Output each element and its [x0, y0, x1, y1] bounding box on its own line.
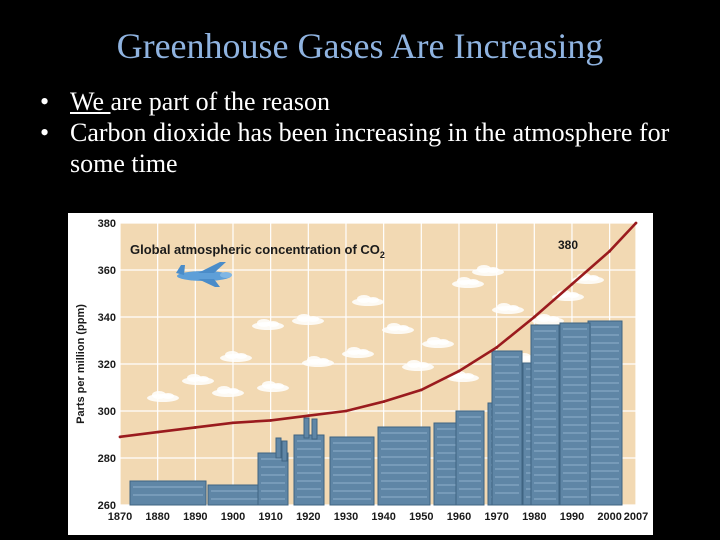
cloud-icon — [552, 290, 584, 301]
data-point — [231, 421, 235, 425]
y-tick-label: 260 — [98, 500, 116, 512]
cloud-icon — [422, 337, 454, 348]
data-point — [306, 414, 310, 418]
y-tick-label: 300 — [98, 406, 116, 418]
chimney-icon — [303, 417, 310, 439]
x-tick-label: 1920 — [296, 511, 320, 523]
cloud-icon — [382, 323, 414, 334]
co2-chart-svg: 260 280 300 320 340 360 380 1870 1880 1890 1900 19… — [75, 218, 648, 523]
x-tick-label: 1970 — [484, 511, 508, 523]
chimney-icon — [281, 440, 288, 462]
co2-chart: 260 280 300 320 340 360 380 1870 1880 1890 1900 19… — [68, 213, 653, 535]
x-tick-label: 1900 — [221, 511, 245, 523]
data-points — [118, 221, 638, 439]
chimney-icon — [311, 418, 318, 440]
cloud-icon — [220, 351, 252, 362]
x-tick-label: 2007 — [624, 511, 648, 523]
bullet-marker: • — [40, 87, 50, 116]
x-tick-label: 1910 — [258, 511, 282, 523]
x-tick-label: 1890 — [183, 511, 207, 523]
cloud-icon — [147, 391, 179, 402]
chart-title-subscript: 2 — [380, 250, 385, 260]
y-tick-label: 360 — [98, 265, 116, 277]
slide-title: Greenhouse Gases Are Increasing — [116, 26, 604, 66]
cloud-icon — [492, 303, 524, 314]
cloud-icon — [212, 386, 244, 397]
cloud-icon — [532, 314, 564, 325]
data-point — [269, 419, 273, 422]
data-point — [118, 435, 122, 439]
bullet-list: • We are part of the reason • Carbon dio… — [40, 86, 700, 179]
data-point — [570, 282, 574, 286]
x-tick-label: 1960 — [447, 511, 471, 523]
data-point — [344, 409, 348, 413]
chart-title-main: Global atmospheric concentration of CO — [130, 242, 380, 257]
x-tick-label: 1980 — [522, 511, 546, 523]
y-axis-label: Parts per million (ppm) — [75, 304, 87, 424]
building-icon — [257, 452, 289, 506]
building-icon — [293, 434, 325, 506]
y-tick-label: 320 — [98, 359, 116, 371]
cloud-icon — [452, 277, 484, 288]
data-point — [532, 315, 536, 319]
clouds — [147, 265, 619, 402]
data-point — [419, 388, 423, 392]
x-tick-label: 1870 — [108, 511, 132, 523]
bullet-item: • We are part of the reason — [40, 86, 700, 117]
data-point — [382, 400, 386, 403]
x-tick-label: 1950 — [409, 511, 433, 523]
building-icon — [530, 324, 560, 506]
x-tick-label: 1930 — [334, 511, 358, 523]
data-point — [457, 369, 461, 373]
cloud-icon — [472, 265, 504, 276]
data-point — [193, 426, 197, 429]
building-icon — [329, 436, 375, 506]
bullet-text: Carbon dioxide has been increasing in th… — [70, 118, 670, 178]
x-tick-label: 2000 — [597, 511, 621, 523]
data-point — [634, 221, 638, 225]
y-axis-ticks: 260 280 300 320 340 360 380 — [98, 218, 116, 512]
x-tick-label: 1990 — [560, 511, 584, 523]
bullet-item: • Carbon dioxide has been increasing in … — [40, 117, 700, 179]
y-tick-label: 380 — [98, 218, 116, 230]
x-axis-ticks: 1870 1880 1890 1900 1910 1920 1930 1940 1950 1960… — [108, 511, 648, 523]
cloud-icon — [292, 314, 324, 325]
bullet-marker: • — [40, 118, 50, 147]
cloud-icon — [342, 347, 374, 358]
building-icon — [455, 410, 485, 506]
building-icon — [377, 426, 431, 506]
chart-title: Global atmospheric concentration of CO2 — [130, 242, 385, 260]
building-icon — [491, 350, 523, 506]
cloud-icon — [257, 381, 289, 392]
cloud-icon — [402, 360, 434, 371]
illustration-layer — [129, 262, 623, 506]
y-tick-label: 340 — [98, 312, 116, 324]
cloud-icon — [352, 295, 384, 306]
cloud-icon — [182, 374, 214, 385]
cloud-icon — [252, 319, 284, 330]
data-point — [608, 249, 612, 253]
building-icon — [587, 320, 623, 506]
data-point — [156, 430, 160, 434]
building-icon — [559, 322, 591, 506]
cloud-icon — [447, 371, 479, 382]
cloud-icon — [302, 356, 334, 367]
airplane-icon — [176, 262, 232, 287]
data-point — [495, 346, 499, 349]
chimney-icon — [275, 437, 282, 459]
city-skyline — [129, 320, 623, 506]
x-tick-label: 1880 — [145, 511, 169, 523]
bullet-emphasis: We — [70, 87, 111, 116]
bullet-text: are part of the reason — [110, 87, 330, 116]
data-label-380: 380 — [558, 238, 578, 252]
building-icon — [129, 480, 207, 506]
y-tick-label: 280 — [98, 453, 116, 465]
x-tick-label: 1940 — [371, 511, 395, 523]
